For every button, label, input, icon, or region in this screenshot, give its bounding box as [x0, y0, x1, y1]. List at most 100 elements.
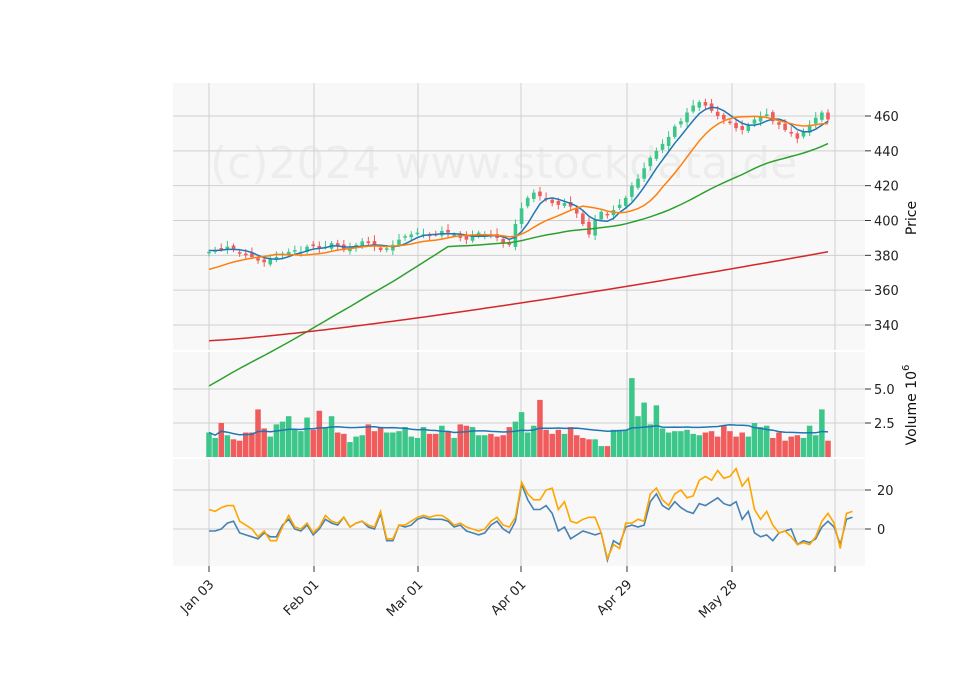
volume-bar — [230, 439, 237, 457]
volume-bar — [341, 433, 347, 457]
candle-body — [348, 248, 352, 252]
candle-body — [715, 111, 720, 116]
candle-body — [789, 132, 794, 134]
ma-slow-line — [208, 142, 829, 387]
volume-bar — [457, 424, 464, 457]
candle-body — [728, 121, 732, 124]
volume-bar — [512, 421, 519, 457]
price-tick-label: 360 — [874, 284, 899, 299]
volume-bar — [800, 437, 807, 457]
volume-bar — [212, 437, 218, 457]
candle-body — [666, 136, 671, 146]
candle-body — [452, 234, 456, 236]
volume-bar — [359, 435, 365, 457]
volume-bar — [408, 436, 415, 457]
volume-bar — [524, 432, 531, 457]
x-tick-label: Mar 01 — [384, 577, 427, 620]
candle-body — [243, 253, 248, 256]
candle-body — [293, 250, 297, 252]
volume-bar — [739, 432, 745, 457]
volume-bar — [641, 402, 647, 457]
candle-body — [464, 235, 469, 240]
oscillator-tick-label: 20 — [877, 484, 894, 499]
volume-bar — [555, 429, 562, 457]
volume-bars — [206, 378, 831, 457]
volume-tick-label: 5.0 — [874, 383, 895, 398]
candle-body — [777, 122, 781, 125]
volume-bar — [629, 378, 635, 457]
x-tick-label: May 28 — [696, 577, 740, 621]
candle-body — [740, 126, 744, 130]
volume-bar — [224, 435, 231, 457]
candle-body — [568, 202, 573, 207]
volume-bar — [494, 436, 500, 457]
volume-bar — [610, 429, 617, 457]
candle-body — [654, 150, 659, 159]
volume-bar — [439, 425, 445, 457]
candle-body — [237, 252, 242, 254]
candle-body — [679, 121, 683, 125]
volume-bar — [806, 425, 813, 457]
candle-body — [378, 247, 383, 251]
volume-bar — [353, 436, 359, 457]
candle-body — [599, 211, 604, 220]
candle-body — [722, 114, 726, 120]
candle-body — [525, 197, 530, 207]
candle-body — [286, 251, 291, 255]
volume-bar — [622, 429, 629, 457]
ma-medium-line — [208, 115, 828, 271]
volume-bar — [445, 431, 451, 457]
volume-bar — [285, 416, 292, 457]
volume-bar — [604, 446, 611, 457]
candle-body — [519, 208, 524, 224]
volume-bar — [451, 437, 457, 457]
volume-bar — [463, 425, 470, 457]
volume-bar — [727, 431, 733, 457]
candle-body — [764, 114, 769, 116]
candle-body — [630, 185, 634, 197]
oscillator-tick-label: 0 — [877, 523, 885, 538]
volume-bar — [745, 436, 752, 457]
volume-bar — [371, 431, 378, 457]
volume-bar — [347, 442, 353, 457]
candle-body — [685, 112, 689, 123]
oscillator-lines — [208, 466, 853, 564]
candle-body — [268, 258, 273, 265]
candle-body — [262, 259, 266, 263]
volume-bar — [377, 427, 384, 457]
volume-bar — [365, 424, 372, 457]
volume-bar — [702, 432, 709, 457]
volume-bar — [794, 435, 801, 457]
volume-bar — [292, 429, 298, 457]
volume-bar — [531, 425, 537, 457]
volume-bar — [255, 409, 261, 457]
candle-body — [660, 143, 665, 150]
volume-bar — [665, 432, 672, 457]
volume-bar — [396, 431, 402, 457]
moving-averages — [208, 106, 829, 387]
candle-body — [532, 192, 536, 199]
oscillator-panel — [173, 459, 865, 566]
volume-bar — [580, 437, 586, 457]
volume-bar — [782, 440, 788, 457]
candle-body — [550, 199, 555, 204]
watermark: (c)2024 www.stockdata.de — [210, 138, 797, 189]
candle-body — [470, 236, 475, 241]
candle-body — [219, 248, 224, 250]
candle-body — [813, 117, 818, 124]
volume-bar — [573, 435, 580, 457]
volume-bar — [328, 416, 335, 457]
candle-body — [672, 126, 677, 137]
volume-axis-label: Volume 10 — [904, 371, 920, 445]
volume-bar — [684, 429, 690, 457]
volume-bar — [488, 433, 494, 457]
volume-bar — [659, 428, 666, 457]
candle-body — [391, 244, 395, 251]
candle-body — [581, 213, 585, 224]
volume-bar — [322, 427, 329, 457]
candle-body — [415, 232, 420, 235]
volume-tick-label: 2.5 — [874, 417, 895, 432]
volume-bar — [482, 435, 488, 457]
candle-body — [758, 116, 763, 122]
candle-body — [795, 133, 800, 139]
